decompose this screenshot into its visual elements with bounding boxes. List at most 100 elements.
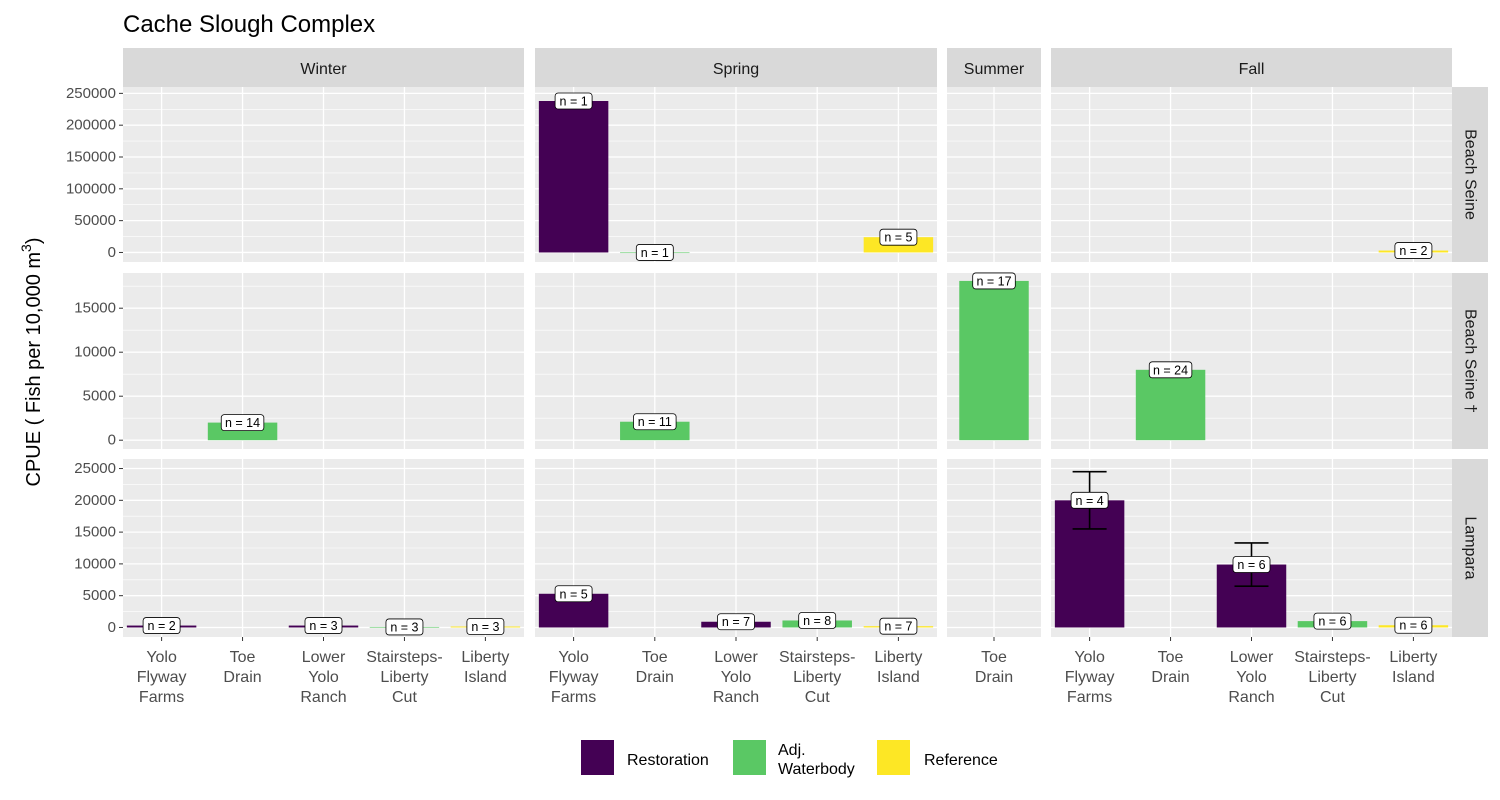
strip-fall xyxy=(1051,48,1452,87)
y-tick-label: 200000 xyxy=(66,117,116,134)
svg-text:n = 3: n = 3 xyxy=(309,619,337,633)
svg-text:n = 14: n = 14 xyxy=(225,416,260,430)
panel-lampara-winter: n = 2 n = 3 n = 3 n = 3 xyxy=(123,459,524,637)
legend-label-restoration: Restoration xyxy=(627,752,709,769)
y-axis-title: CPUE ( Fish per 10,000 m3) xyxy=(18,238,45,487)
legend-swatch-adj xyxy=(733,740,766,775)
y-tick-label: 250000 xyxy=(66,85,116,102)
svg-text:n = 11: n = 11 xyxy=(638,415,672,429)
x-tick-label-lower-yolo-ranch: Lower Yolo Ranch xyxy=(1228,649,1274,706)
y-tick-label: 0 xyxy=(108,432,116,449)
strip-lampara xyxy=(1452,459,1488,637)
y-axis-label: CPUE ( Fish per 10,000 m3) xyxy=(18,238,45,487)
legend-swatch-restoration xyxy=(581,740,614,775)
svg-text:n = 2: n = 2 xyxy=(148,619,176,633)
x-tick-label-stairsteps-liberty-cut: Stairsteps-Liberty Cut xyxy=(366,649,442,706)
y-tick-label: 0 xyxy=(108,619,116,636)
panel-beach-seine-summer xyxy=(947,87,1041,262)
n-label-lampara-fall-lower-yolo-ranch: n = 6 xyxy=(1232,556,1271,573)
y-tick-label: 25000 xyxy=(74,460,116,477)
panel-beach-seine-spring: n = 1 n = 1 n = 5 xyxy=(535,87,937,262)
legend: Restoration Adj. Waterbody Reference xyxy=(581,740,998,778)
panel-beach-seine-fall: n = 24 xyxy=(1051,273,1452,449)
svg-text:n = 3: n = 3 xyxy=(471,620,499,634)
n-label-beach-seine-spring-toe-drain: n = 1 xyxy=(635,244,674,261)
n-label-lampara-fall-stairsteps-liberty-cut: n = 6 xyxy=(1313,612,1352,630)
n-label-lampara-fall-yolo-flyway-farms: n = 4 xyxy=(1070,491,1109,509)
strip-label-spring: Spring xyxy=(713,61,759,78)
svg-text:n = 5: n = 5 xyxy=(560,587,588,601)
x-tick-label-yolo-flyway-farms: Yolo Flyway Farms xyxy=(137,649,187,706)
strip-spring xyxy=(535,48,937,87)
chart-title: Cache Slough Complex xyxy=(123,11,375,38)
x-tick-label-stairsteps-liberty-cut: Stairsteps-Liberty Cut xyxy=(779,649,855,706)
strip-label-summer: Summer xyxy=(964,61,1025,78)
panel-lampara-fall: n = 4 n = 6 n = 6 n = 6 xyxy=(1051,459,1452,637)
strip-winter xyxy=(123,48,524,87)
y-tick-label: 15000 xyxy=(74,524,116,541)
legend-item-restoration: Restoration xyxy=(581,740,709,775)
svg-text:n = 7: n = 7 xyxy=(722,615,750,629)
n-label-beach-seine-fall-toe-drain: n = 24 xyxy=(1148,361,1193,379)
svg-text:n = 4: n = 4 xyxy=(1076,494,1104,508)
legend-item-adj: Adj. Waterbody xyxy=(733,740,855,778)
y-tick-label: 50000 xyxy=(74,212,116,229)
panel-beach-seine-winter xyxy=(123,87,524,262)
y-tick-label: 0 xyxy=(108,244,116,261)
strip-summer xyxy=(947,48,1041,87)
legend-swatch-reference xyxy=(877,740,910,775)
panel-lampara-spring: n = 5 n = 7 n = 8 n = 7 xyxy=(535,459,937,637)
y-tick-label: 5000 xyxy=(83,587,116,604)
strip-label-fall: Fall xyxy=(1239,61,1265,78)
legend-label-reference: Reference xyxy=(924,752,998,769)
n-label-beach-seine-summer-toe-drain: n = 17 xyxy=(972,272,1016,290)
svg-text:n = 24: n = 24 xyxy=(1153,363,1188,377)
n-label-beach-seine-fall-liberty-island: n = 2 xyxy=(1394,242,1433,259)
strip-label-beach-seine: Beach Seine † xyxy=(1462,309,1479,413)
svg-text:n = 1: n = 1 xyxy=(641,246,669,260)
n-label-lampara-spring-yolo-flyway-farms: n = 5 xyxy=(554,585,593,603)
y-tick-label: 150000 xyxy=(66,149,116,166)
n-label-lampara-spring-lower-yolo-ranch: n = 7 xyxy=(717,613,755,631)
panel-beach-seine-fall: n = 2 xyxy=(1051,87,1452,262)
svg-text:n = 7: n = 7 xyxy=(884,620,912,634)
x-tick-label-toe-drain: Toe Drain xyxy=(636,649,674,686)
n-label-lampara-winter-liberty-island: n = 3 xyxy=(466,618,505,635)
strip-label-lampara: Lampara xyxy=(1462,516,1479,579)
panel-beach-seine-winter: n = 14 xyxy=(123,273,524,449)
x-tick-label-stairsteps-liberty-cut: Stairsteps-Liberty Cut xyxy=(1294,649,1370,706)
panel-beach-seine-summer: n = 17 xyxy=(947,272,1041,449)
n-label-lampara-fall-liberty-island: n = 6 xyxy=(1394,616,1433,634)
panel-beach-seine-spring: n = 11 xyxy=(535,273,937,449)
x-tick-label-liberty-island: Liberty Island xyxy=(461,649,509,686)
svg-text:n = 6: n = 6 xyxy=(1237,558,1265,572)
svg-text:n = 5: n = 5 xyxy=(884,231,912,245)
n-label-lampara-winter-yolo-flyway-farms: n = 2 xyxy=(142,617,181,634)
x-tick-label-yolo-flyway-farms: Yolo Flyway Farms xyxy=(549,649,599,706)
n-label-beach-seine-spring-liberty-island: n = 5 xyxy=(879,228,918,246)
n-label-lampara-spring-stairsteps-liberty-cut: n = 8 xyxy=(798,612,837,629)
bar-beach-seine-summer-toe-drain xyxy=(959,280,1029,441)
panels: Winter Spring Summer Fall Beach Seine Beach S… xyxy=(66,48,1488,706)
svg-text:n = 17: n = 17 xyxy=(976,274,1011,288)
n-label-beach-seine-spring-yolo-flyway-farms: n = 1 xyxy=(554,92,593,110)
x-tick-label-lower-yolo-ranch: Lower Yolo Ranch xyxy=(713,649,759,706)
x-tick-label-lower-yolo-ranch: Lower Yolo Ranch xyxy=(300,649,346,706)
n-label-beach-seine-winter-toe-drain: n = 14 xyxy=(220,414,265,432)
n-label-lampara-spring-liberty-island: n = 7 xyxy=(879,617,918,635)
svg-text:n = 1: n = 1 xyxy=(560,95,588,109)
y-tick-label: 15000 xyxy=(74,300,116,317)
x-tick-label-liberty-island: Liberty Island xyxy=(1389,649,1437,686)
bar-beach-seine-fall-toe-drain xyxy=(1135,369,1206,441)
bar-beach-seine-spring-yolo-flyway-farms xyxy=(538,101,609,253)
y-tick-label: 5000 xyxy=(83,388,116,405)
strip-label-winter: Winter xyxy=(300,61,347,78)
legend-label-adj: Adj. Waterbody xyxy=(778,742,855,778)
y-tick-label: 20000 xyxy=(74,492,116,509)
svg-text:n = 6: n = 6 xyxy=(1399,619,1427,633)
x-tick-label-toe-drain: Toe Drain xyxy=(975,649,1013,686)
svg-text:n = 6: n = 6 xyxy=(1318,615,1346,629)
x-tick-label-liberty-island: Liberty Island xyxy=(874,649,922,686)
strip-label-beach-seine: Beach Seine xyxy=(1462,129,1479,220)
